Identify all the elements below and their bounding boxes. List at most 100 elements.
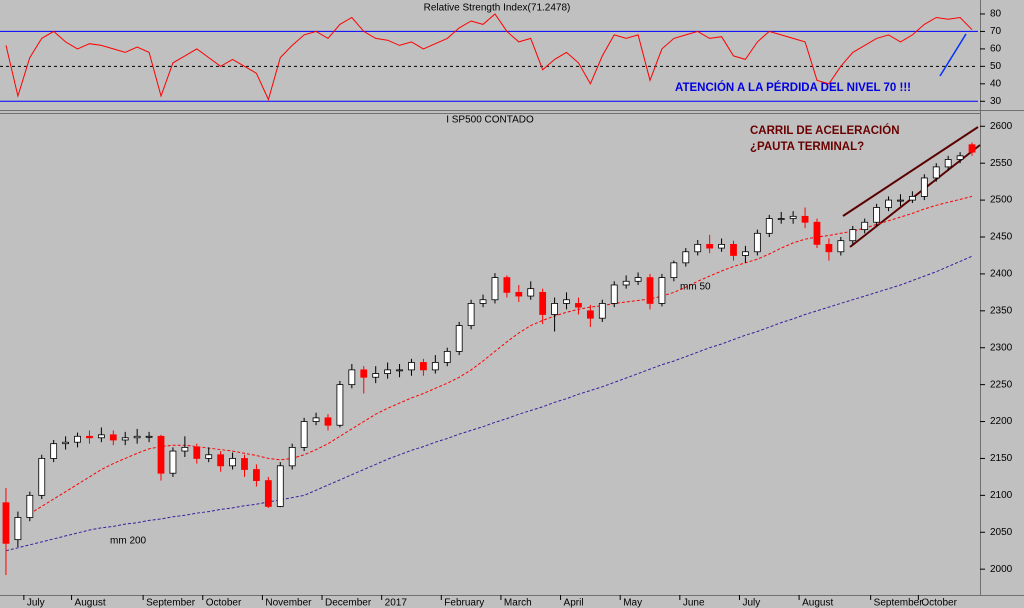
- candle-body: [133, 435, 141, 439]
- x-tick-label: November: [265, 598, 312, 608]
- candle-body: [467, 303, 475, 326]
- y-tick-label: 2550: [990, 158, 1013, 169]
- y-tick-label: 2050: [990, 527, 1013, 538]
- y-tick-label: 2000: [990, 564, 1013, 575]
- candle-body: [861, 221, 869, 231]
- price-annotation: ¿PAUTA TERMINAL?: [750, 141, 864, 153]
- candle-body: [181, 446, 189, 452]
- x-tick-label: July: [742, 598, 760, 608]
- x-tick-label: September: [874, 598, 924, 608]
- candle-body: [658, 277, 666, 304]
- y-tick-label: 2250: [990, 379, 1013, 390]
- candle-body: [718, 243, 725, 249]
- candle-body: [145, 435, 153, 438]
- rsi-title: Relative Strength Index(71.2478): [424, 3, 571, 14]
- candle-body: [909, 196, 916, 201]
- candle-body: [420, 362, 427, 371]
- y-tick-label: 2150: [990, 453, 1013, 464]
- candle-body: [431, 362, 439, 371]
- candle-body: [408, 362, 415, 371]
- candle-body: [205, 454, 213, 459]
- y-tick-label: 70: [990, 26, 1002, 37]
- candle-body: [312, 417, 320, 422]
- candle-body: [384, 369, 392, 374]
- candle-body: [634, 277, 642, 282]
- candle-body: [62, 441, 69, 445]
- y-tick-label: 2350: [990, 305, 1013, 316]
- x-tick-label: September: [146, 598, 196, 608]
- channel-line: [849, 144, 981, 248]
- y-tick-label: 2400: [990, 269, 1013, 280]
- series-label: mm 50: [680, 282, 711, 293]
- x-tick-label: October: [206, 598, 242, 608]
- candle-body: [229, 458, 236, 467]
- candle-body: [455, 325, 463, 352]
- y-tick-label: 2100: [990, 490, 1013, 501]
- x-tick-label: October: [921, 598, 957, 608]
- candle-body: [50, 443, 58, 459]
- candle-body: [336, 384, 344, 426]
- candle-body: [157, 435, 165, 474]
- candle-body: [443, 351, 451, 363]
- candle-body: [563, 299, 570, 304]
- candle-body: [38, 458, 46, 496]
- price-title: I SP500 CONTADO: [446, 115, 534, 126]
- rsi-annotation: ATENCIÓN A LA PÉRDIDA DEL NIVEL 70 !!!: [675, 81, 911, 94]
- y-tick-label: 40: [990, 78, 1002, 89]
- candle-body: [753, 232, 761, 253]
- rsi-arrow: [939, 33, 967, 77]
- candle-body: [360, 369, 368, 378]
- x-tick-label: 2017: [385, 598, 408, 608]
- candle-body: [706, 243, 714, 249]
- candle-body: [193, 446, 201, 459]
- rsi-line: [5, 13, 973, 101]
- candle-body: [300, 421, 308, 448]
- candle-body: [2, 502, 10, 544]
- candle-body: [14, 517, 22, 541]
- candle-body: [503, 277, 511, 293]
- x-tick-label: December: [325, 598, 372, 608]
- candle-body: [837, 240, 845, 253]
- candle-body: [527, 288, 535, 297]
- candle-body: [920, 177, 928, 197]
- x-tick-label: August: [802, 598, 833, 608]
- candle-body: [515, 291, 523, 297]
- candle-body: [264, 480, 272, 507]
- series-label: mm 200: [110, 536, 147, 547]
- x-tick-label: March: [504, 598, 532, 608]
- candle-body: [26, 494, 34, 518]
- candle-body: [646, 277, 654, 304]
- candle-body: [682, 251, 690, 264]
- candle-body: [479, 299, 487, 304]
- x-tick-label: July: [27, 598, 45, 608]
- candle-body: [956, 155, 964, 160]
- y-tick-label: 2200: [990, 416, 1013, 427]
- candle-body: [849, 229, 857, 242]
- candle-body: [348, 369, 356, 386]
- candle-body: [396, 369, 403, 372]
- candle-body: [241, 458, 248, 470]
- candle-body: [873, 207, 881, 223]
- candle-body: [539, 291, 547, 315]
- candle-body: [777, 218, 785, 220]
- candle-body: [801, 215, 809, 223]
- candle-body: [742, 251, 749, 256]
- candle-body: [897, 199, 904, 202]
- candle-body: [575, 303, 582, 308]
- candle-body: [670, 262, 678, 279]
- y-tick-label: 80: [990, 9, 1002, 20]
- y-tick-label: 2500: [990, 195, 1013, 206]
- candle-body: [825, 243, 833, 253]
- candle-body: [109, 434, 117, 441]
- candle-body: [730, 243, 737, 256]
- candle-body: [86, 435, 93, 439]
- y-tick-label: 50: [990, 61, 1002, 72]
- candle-body: [610, 284, 618, 304]
- y-tick-label: 2450: [990, 232, 1013, 243]
- candle-body: [598, 303, 606, 319]
- candle-body: [968, 144, 976, 153]
- candle-body: [944, 159, 952, 168]
- candle-body: [169, 450, 177, 474]
- candle-body: [813, 221, 821, 245]
